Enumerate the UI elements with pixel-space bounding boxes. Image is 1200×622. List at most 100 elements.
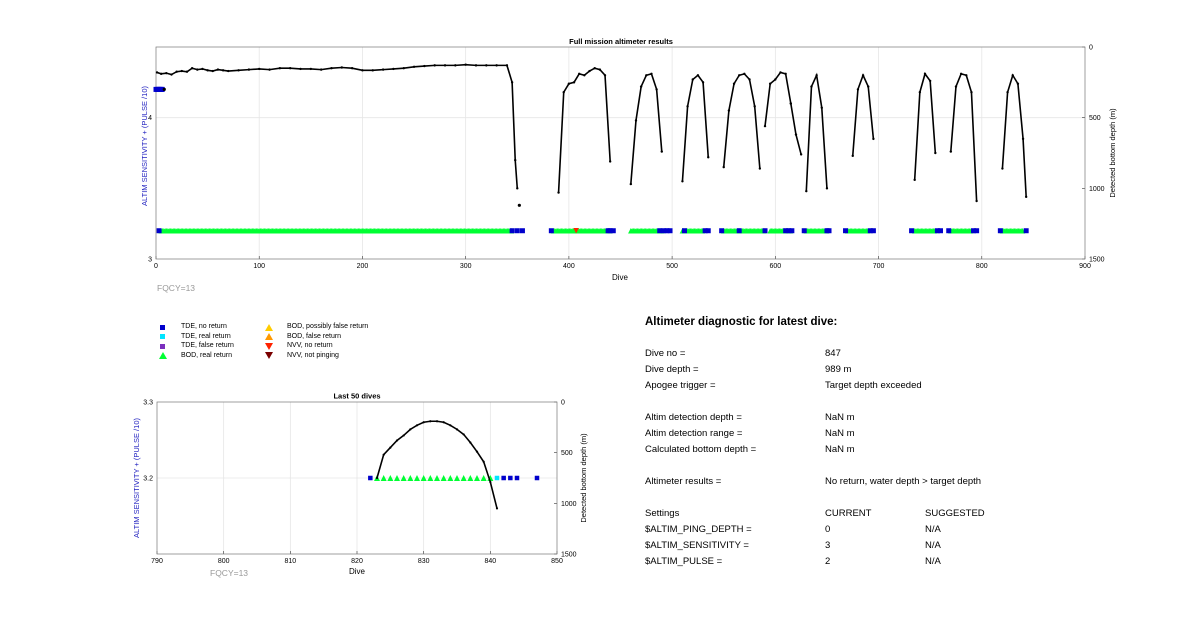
diagnostic-value: 2 bbox=[825, 556, 831, 567]
depth-profile-point bbox=[572, 81, 576, 84]
depth-profile-point bbox=[562, 91, 565, 94]
depth-profile-point bbox=[382, 453, 385, 456]
tde-no-return-marker bbox=[974, 228, 980, 234]
depth-profile-point bbox=[583, 74, 586, 77]
diagnostic-row: $ALTIM_PULSE = 2 N/A bbox=[645, 556, 1165, 568]
legend-item-label: TDE, real return bbox=[181, 332, 231, 340]
x-tick-label: 810 bbox=[284, 558, 296, 565]
x-tick-label: 100 bbox=[253, 263, 265, 270]
depth-profile-point bbox=[381, 68, 385, 71]
depth-profile-line bbox=[790, 103, 802, 155]
tde-no-return-marker bbox=[971, 228, 977, 234]
depth-profile-point bbox=[185, 70, 189, 73]
diagnostic-row: Settings CURRENT SUGGESTED bbox=[645, 508, 1165, 520]
depth-profile-point bbox=[784, 72, 787, 76]
depth-profile-point bbox=[429, 420, 432, 423]
depth-profile-point bbox=[557, 191, 560, 194]
depth-profile-line bbox=[1001, 73, 1027, 197]
depth-profile-line bbox=[913, 72, 937, 180]
depth-profile-line bbox=[764, 71, 792, 127]
depth-profile-point bbox=[588, 69, 591, 73]
tde-no-return-marker bbox=[762, 228, 768, 234]
tde-no-return-marker bbox=[801, 228, 807, 234]
bod-real-return-marker bbox=[420, 475, 427, 481]
diagnostic-key: $ALTIM_SENSITIVITY = bbox=[645, 540, 749, 551]
depth-profile-point bbox=[810, 85, 813, 88]
main-chart-title: Full mission altimeter results bbox=[569, 37, 673, 46]
depth-profile-point bbox=[949, 150, 953, 153]
tde-no-return-marker bbox=[534, 475, 540, 481]
depth-profile-point bbox=[155, 71, 159, 74]
y-right-tick-label: 1000 bbox=[1089, 186, 1105, 193]
depth-profile-point bbox=[872, 137, 875, 141]
diagnostic-key: Calculated bottom depth = bbox=[645, 444, 757, 455]
diagnostic-key: Altim detection depth = bbox=[645, 412, 742, 423]
depth-profile-point bbox=[629, 182, 633, 186]
tde-no-return-marker bbox=[719, 228, 725, 234]
depth-profile-point bbox=[389, 446, 392, 449]
depth-profile-point bbox=[1011, 74, 1014, 77]
diagnostic-value: 989 m bbox=[825, 364, 852, 375]
diagnostic-key: Settings bbox=[645, 508, 680, 519]
depth-profile-point bbox=[645, 74, 648, 77]
diagnostic-row: Altim detection range = NaN m bbox=[645, 428, 1165, 440]
depth-profile-point bbox=[514, 158, 517, 162]
depth-profile-point bbox=[696, 74, 700, 77]
depth-profile-point bbox=[165, 71, 168, 75]
legend-item-label: BOD, possibly false return bbox=[287, 323, 369, 330]
legend-item: TDE, real return bbox=[157, 332, 267, 342]
bod-real-return-marker bbox=[394, 475, 400, 481]
depth-profile-point bbox=[959, 72, 963, 76]
x-tick-label: 600 bbox=[769, 263, 781, 270]
x-tick-label: 830 bbox=[418, 558, 430, 565]
depth-profile-point bbox=[299, 67, 302, 71]
tde-no-return-marker bbox=[705, 228, 711, 234]
depth-profile-point bbox=[686, 105, 689, 108]
depth-profile-point bbox=[789, 102, 793, 105]
legend-item: TDE, no return bbox=[157, 322, 267, 332]
tde-no-return-marker bbox=[607, 228, 613, 234]
depth-profile-point bbox=[820, 106, 823, 109]
depth-profile-point bbox=[371, 69, 374, 72]
plot-frame bbox=[156, 401, 558, 555]
legend-item: BOD, false return bbox=[263, 332, 403, 342]
diagnostic-title: Altimeter diagnostic for latest dive: bbox=[645, 316, 838, 328]
diagnostic-suggested: N/A bbox=[925, 556, 941, 567]
depth-profile-point bbox=[510, 81, 514, 84]
tde-no-return-marker bbox=[826, 228, 832, 234]
depth-profile-point bbox=[1021, 137, 1025, 141]
tde-no-return-marker bbox=[937, 228, 943, 234]
small-fqcy-annotation: FQCY=13 bbox=[210, 568, 248, 578]
legend-item: BOD, possibly false return bbox=[263, 322, 403, 332]
x-tick-label: 700 bbox=[873, 263, 885, 270]
tde-no-return-marker bbox=[610, 228, 616, 234]
depth-profile-point bbox=[159, 72, 163, 76]
diagnostic-suggested: N/A bbox=[925, 540, 941, 551]
y-right-tick-label: 500 bbox=[561, 450, 573, 457]
depth-profile-point bbox=[402, 434, 405, 437]
main-y-right-label: Detected bottom depth (m) bbox=[1108, 108, 1117, 198]
x-tick-label: 790 bbox=[151, 558, 163, 565]
y-right-tick-label: 500 bbox=[1089, 115, 1101, 122]
depth-profile-point bbox=[743, 72, 746, 76]
depth-profile-point bbox=[753, 105, 756, 108]
triangle-up-marker-icon bbox=[263, 322, 275, 332]
legend-item-label: NVV, no return bbox=[287, 342, 333, 349]
x-tick-label: 840 bbox=[484, 558, 496, 565]
depth-profile-point bbox=[722, 165, 725, 169]
depth-profile-point bbox=[918, 91, 922, 94]
depth-profile-point bbox=[288, 67, 292, 70]
depth-profile-point bbox=[395, 439, 399, 442]
bod-real-return-marker bbox=[427, 475, 434, 481]
depth-profile-point bbox=[851, 154, 854, 158]
depth-profile-point bbox=[319, 68, 323, 71]
tde-no-return-marker bbox=[514, 475, 520, 481]
diagnostic-key: Dive no = bbox=[645, 348, 686, 359]
depth-profile-point bbox=[464, 63, 467, 66]
diagnostic-value: CURRENT bbox=[825, 508, 872, 519]
depth-profile-point bbox=[330, 67, 333, 70]
depth-profile-point bbox=[237, 69, 240, 72]
x-tick-label: 850 bbox=[551, 558, 563, 565]
y-right-tick-label: 1500 bbox=[561, 552, 577, 559]
depth-profile-point bbox=[748, 78, 751, 81]
